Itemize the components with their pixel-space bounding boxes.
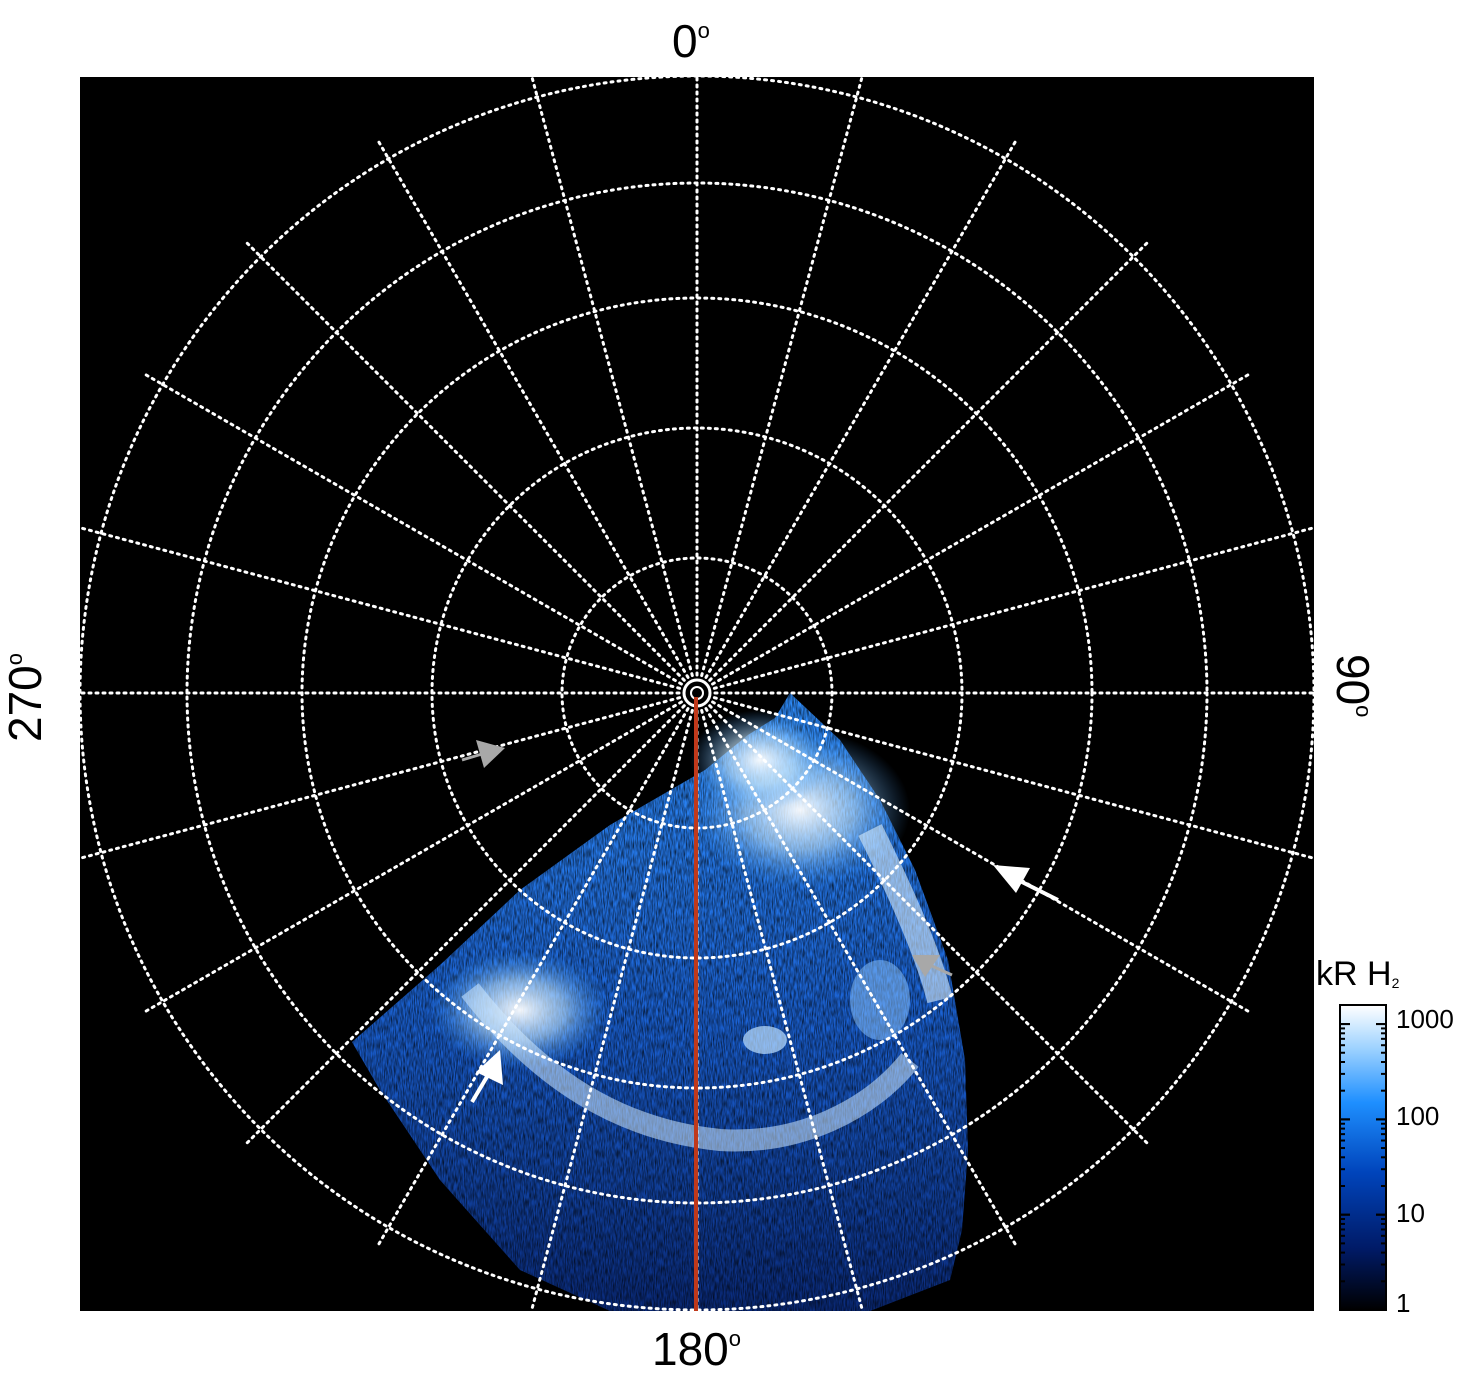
grid-spoke [242,704,686,1148]
grid-spoke [242,238,686,682]
grid-spoke [141,371,683,686]
colorbar-tick-label: 100 [1396,1101,1440,1131]
polar-grid [80,77,1314,1311]
grid-spoke [80,696,682,860]
grid-spoke [712,526,1314,690]
grid-spoke [530,77,694,678]
gray-arrow-right [912,955,953,977]
white-arrow-right [993,865,1059,902]
label-180-deg: 180o [652,1323,741,1375]
grid-spoke [141,700,683,1015]
grid-spoke [711,700,1253,1015]
grid-spoke [704,137,1019,679]
colorbar-title: kR H2 [1316,955,1400,993]
colorbar-tick-label: 10 [1396,1198,1425,1228]
white-arrow-left [470,1050,503,1104]
label-90-deg: 90o [1327,654,1379,718]
colorbar [1339,1004,1387,1311]
aurora-swath [352,693,968,1311]
colorbar-tick-label: 1000 [1396,1004,1454,1034]
grid-spoke [375,137,690,679]
grid-spoke [700,708,865,1311]
grid-spoke [80,526,682,690]
grid-spoke [712,696,1314,860]
grid-spoke [700,77,864,678]
grid-spoke [711,371,1253,686]
grid-spoke [375,707,690,1249]
gray-arrow-left [461,740,505,768]
grid-spoke [708,238,1152,682]
grid-spoke [704,707,1019,1249]
grid-spoke [529,708,694,1311]
colorbar-ticks [1340,1023,1386,1311]
colorbar-tick-label: 1 [1396,1288,1411,1318]
label-270-deg: 270o [0,653,51,742]
grid-spoke [708,704,1152,1148]
label-0-deg: 0o [672,15,710,67]
